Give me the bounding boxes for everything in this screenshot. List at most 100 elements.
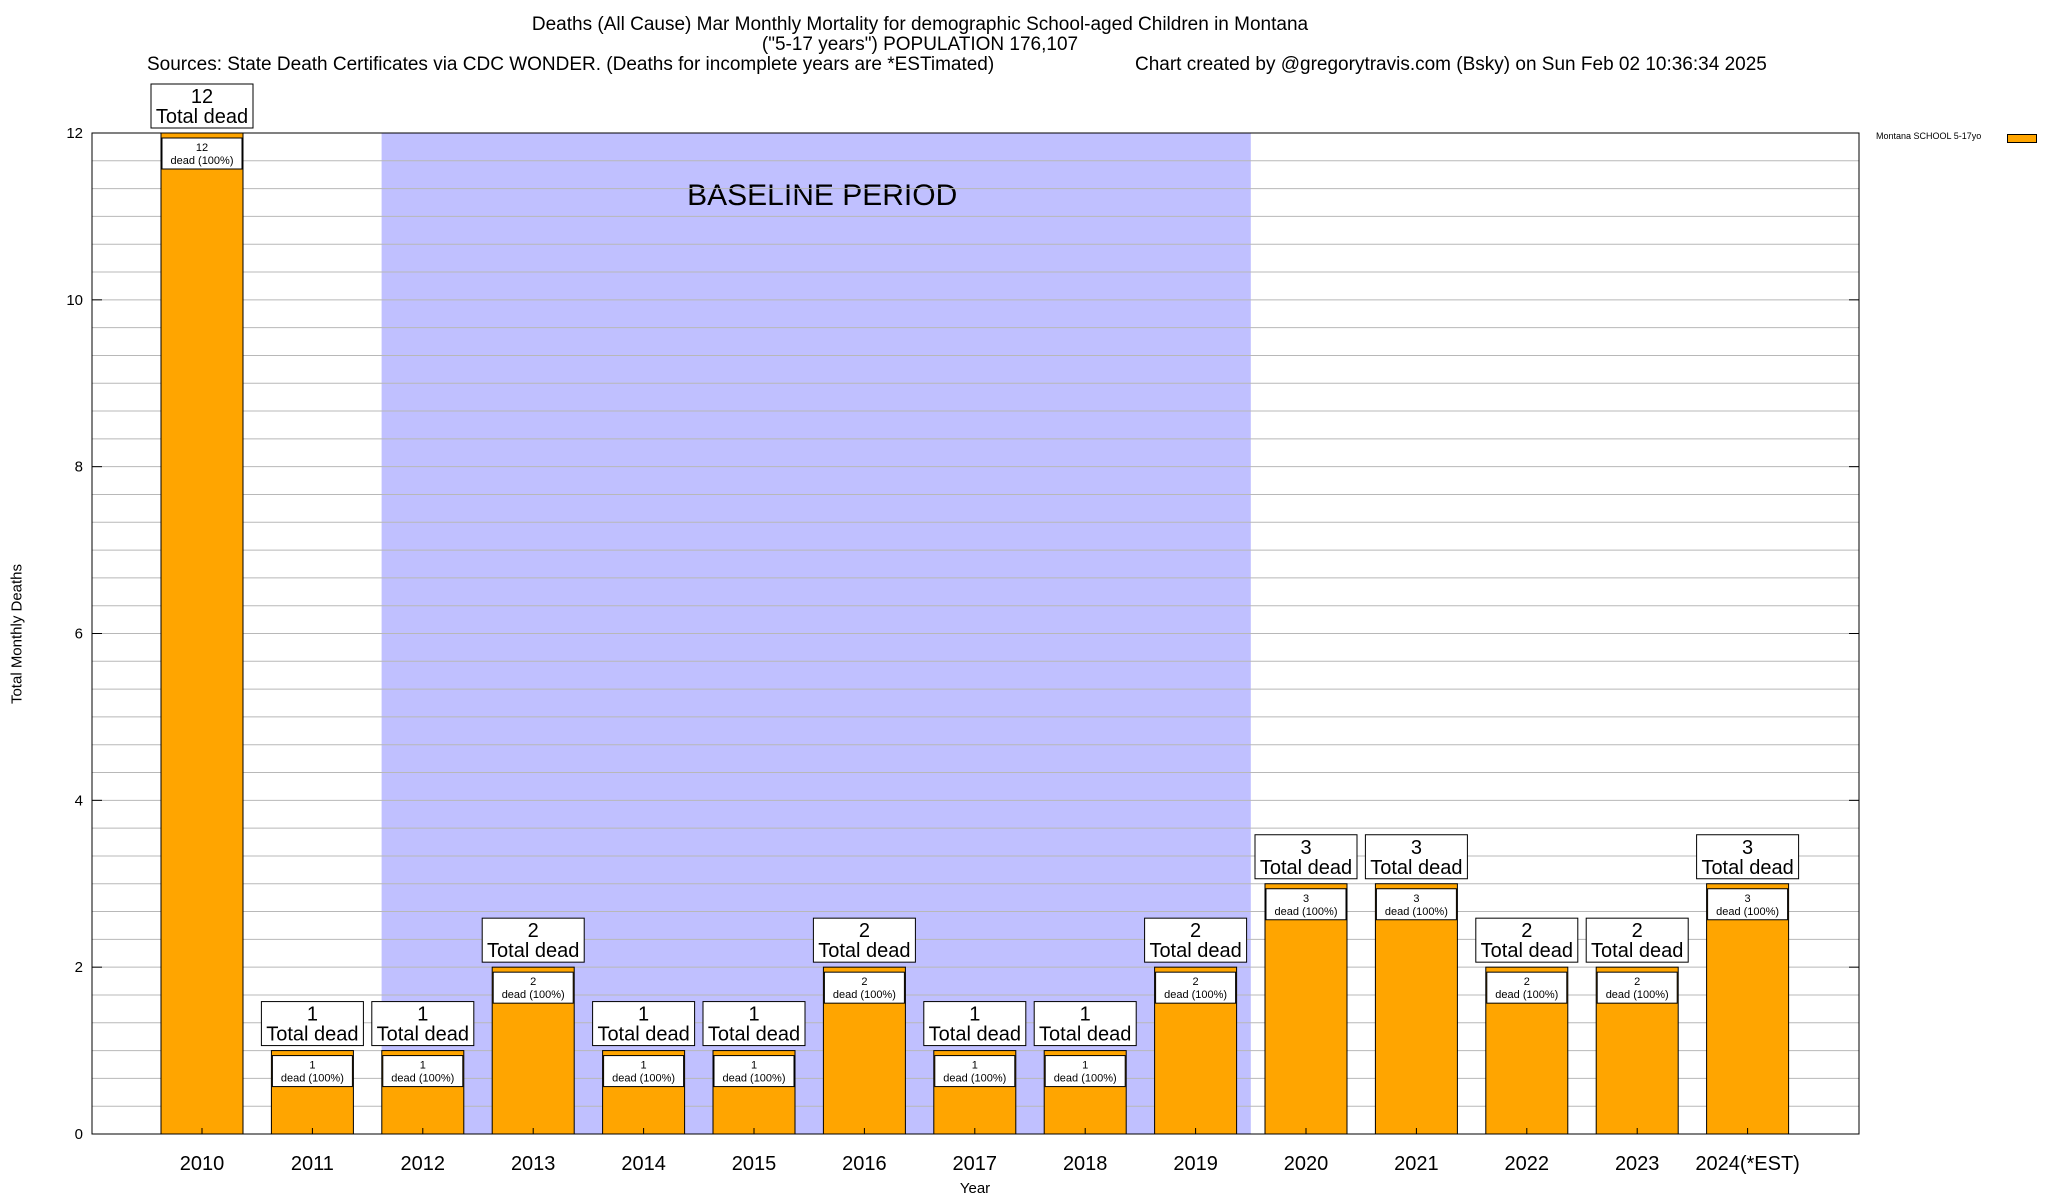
y-tick-label: 8 [75, 459, 83, 476]
y-tick-label: 10 [66, 292, 83, 309]
bar-value-label: 1 [641, 1060, 647, 1072]
x-tick-label: 2024(*EST) [1695, 1153, 1800, 1175]
x-tick-label: 2016 [842, 1153, 887, 1175]
bar-value-box [934, 1055, 1016, 1088]
total-label-value: 2 [528, 920, 539, 942]
x-tick-label: 2013 [511, 1153, 556, 1175]
bar-value-suffix: dead (100%) [1716, 906, 1779, 918]
x-tick-label: 2017 [953, 1153, 998, 1175]
total-label-value: 2 [1632, 920, 1643, 942]
x-tick-label: 2021 [1394, 1153, 1439, 1175]
total-label-suffix: Total dead [818, 940, 910, 962]
bar-value-box [1044, 1055, 1126, 1088]
x-tick-label: 2023 [1615, 1153, 1660, 1175]
x-tick-label: 2012 [401, 1153, 446, 1175]
bar-value-box [1265, 888, 1347, 921]
x-tick-label: 2010 [180, 1153, 225, 1175]
bar [1374, 883, 1458, 1135]
bar-value-box [1375, 888, 1457, 921]
bar-value-label: 2 [1193, 976, 1199, 988]
total-label-value: 12 [191, 86, 213, 108]
x-tick-label: 2020 [1284, 1153, 1329, 1175]
bar-value-label: 2 [530, 976, 536, 988]
total-label-value: 3 [1742, 837, 1753, 859]
y-tick-label: 12 [66, 125, 83, 142]
total-label-value: 1 [748, 1004, 759, 1026]
total-label-box [812, 917, 916, 963]
bar-value-box [823, 971, 905, 1004]
x-tick-label: 2022 [1505, 1153, 1550, 1175]
total-label-box [702, 1001, 806, 1047]
baseline-label: BASELINE PERIOD [687, 179, 957, 212]
total-label-suffix: Total dead [1481, 940, 1573, 962]
bar-value-suffix: dead (100%) [723, 1073, 786, 1085]
bar-value-suffix: dead (100%) [391, 1073, 454, 1085]
bar-value-box [492, 971, 574, 1004]
legend-swatch [2007, 134, 2037, 143]
bar-value-box [161, 137, 243, 170]
x-tick-label: 2011 [291, 1153, 334, 1175]
y-tick-label: 6 [75, 626, 83, 643]
total-label-box [260, 1001, 364, 1047]
total-label-suffix: Total dead [377, 1024, 469, 1046]
bar-value-box [1596, 971, 1678, 1004]
bar-value-suffix: dead (100%) [281, 1073, 344, 1085]
total-label-suffix: Total dead [1370, 857, 1462, 879]
bar-value-label: 3 [1413, 893, 1419, 905]
total-label-suffix: Total dead [929, 1024, 1021, 1046]
bar-value-suffix: dead (100%) [1495, 989, 1558, 1001]
chart-credit: Chart created by @gregorytravis.com (Bsk… [1135, 54, 1767, 75]
bar-value-box [1486, 971, 1568, 1004]
bar [1706, 883, 1790, 1135]
bar-value-suffix: dead (100%) [833, 989, 896, 1001]
total-label-value: 1 [638, 1004, 649, 1026]
total-label-box [923, 1001, 1027, 1047]
bar-value-suffix: dead (100%) [943, 1073, 1006, 1085]
total-label-box [1364, 834, 1468, 880]
total-label-box [371, 1001, 475, 1047]
bar-value-label: 2 [1524, 976, 1530, 988]
total-label-value: 2 [1190, 920, 1201, 942]
y-tick-label: 0 [75, 1126, 83, 1143]
total-label-value: 2 [1521, 920, 1532, 942]
total-label-value: 1 [417, 1004, 428, 1026]
bar-value-label: 2 [1634, 976, 1640, 988]
chart-subtitle: ("5-17 years") POPULATION 176,107 [761, 34, 1079, 55]
total-label-value: 3 [1411, 837, 1422, 859]
total-label-box [1144, 917, 1248, 963]
chart-title: Deaths (All Cause) Mar Monthly Mortality… [531, 14, 1309, 35]
bar [160, 132, 244, 1135]
total-label-box [592, 1001, 696, 1047]
total-label-suffix: Total dead [1149, 940, 1241, 962]
bar-value-suffix: dead (100%) [171, 155, 234, 167]
bar-value-label: 1 [420, 1060, 426, 1072]
chart-source: Sources: State Death Certificates via CD… [147, 54, 995, 75]
total-label-value: 3 [1300, 837, 1311, 859]
bar-value-suffix: dead (100%) [1164, 989, 1227, 1001]
bar-value-suffix: dead (100%) [612, 1073, 675, 1085]
x-tick-label: 2019 [1173, 1153, 1218, 1175]
bar-value-label: 3 [1745, 893, 1751, 905]
bar-value-label: 12 [196, 142, 208, 154]
bar-value-box [1707, 888, 1789, 921]
total-label-suffix: Total dead [1260, 857, 1352, 879]
total-label-value: 1 [307, 1004, 318, 1026]
total-label-suffix: Total dead [597, 1024, 689, 1046]
total-label-box [1585, 917, 1689, 963]
bar-value-suffix: dead (100%) [1054, 1073, 1117, 1085]
total-label-suffix: Total dead [156, 106, 248, 128]
total-label-suffix: Total dead [1701, 857, 1793, 879]
x-axis-label: Year [959, 1180, 991, 1197]
bar-value-label: 1 [309, 1060, 315, 1072]
bar-value-box [713, 1055, 795, 1088]
bar-value-suffix: dead (100%) [1275, 906, 1338, 918]
total-label-suffix: Total dead [708, 1024, 800, 1046]
bar-value-label: 1 [972, 1060, 978, 1072]
total-label-value: 1 [969, 1004, 980, 1026]
y-axis-label: Total Monthly Deaths [8, 563, 26, 705]
bar-value-label: 3 [1303, 893, 1309, 905]
bar-value-box [1155, 971, 1237, 1004]
legend-series-name: Montana SCHOOL 5-17yo [1876, 131, 1982, 141]
x-tick-label: 2014 [621, 1153, 666, 1175]
